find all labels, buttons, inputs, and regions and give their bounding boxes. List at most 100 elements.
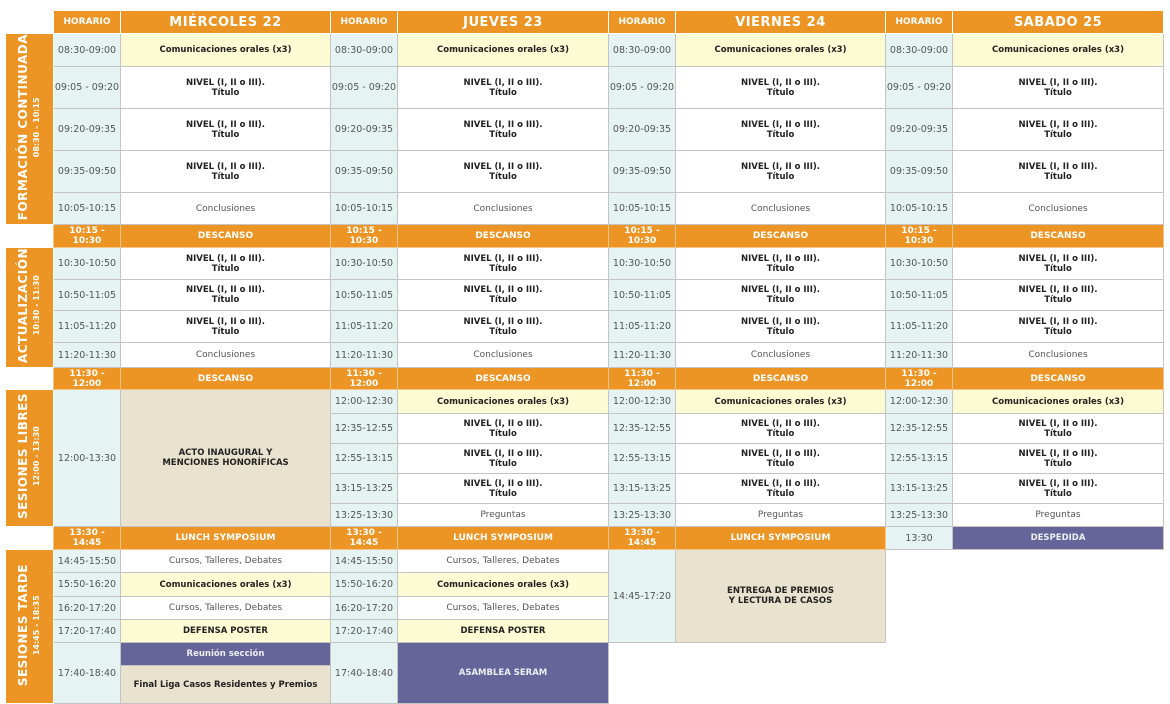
time-cell: 14:45-15:50 (330, 549, 398, 574)
section-title: SESIONES TARDE (15, 563, 30, 686)
time-cell: 13:25-13:30 (330, 503, 398, 528)
schedule-row: SESIONES TARDE 14:45 - 18:35 14:45-15:50 Cu… (5, 549, 1164, 704)
schedule-row: 15:50-16:20 Comunicaciones orales (x3) 15:… (6, 572, 1164, 598)
time-cell: 17:20-17:40 (330, 619, 398, 644)
section-label-text: SESIONES TARDE 14:45 - 18:35 (16, 564, 44, 686)
session-nivel: NIVEL (I, II o III). Título (952, 473, 1164, 505)
time-cell: 10:05-10:15 (885, 192, 953, 226)
schedule-row: 12:35-12:55 NIVEL (I, II o III). Título 12… (6, 413, 1164, 445)
session-beige: Final Liga Casos Residentes y Premios (120, 665, 331, 704)
schedule-table: HORARIO MIÉRCOLES 22 HORARIO JUEVES 23 HORAR… (5, 10, 1164, 704)
time-cell: 09:35-09:50 (330, 150, 398, 194)
session-plain: Preguntas (397, 503, 609, 528)
session-purple: ASAMBLEA SERAM (397, 642, 609, 704)
time-cell: 11:05-11:20 (885, 310, 953, 343)
session-plain: Preguntas (952, 503, 1164, 528)
schedule-row: 11:20-11:30 Conclusiones 11:20-11:30 Conclu… (6, 341, 1164, 369)
time-cell: 10:05-10:15 (330, 192, 398, 226)
session-brk: DESCANSO (397, 367, 609, 391)
time-cell: 10:50-11:05 (608, 278, 676, 312)
time-cell: 10:50-11:05 (53, 278, 121, 312)
session-comm: Comunicaciones orales (x3) (952, 389, 1164, 415)
time-cell: 10:30-10:50 (53, 247, 121, 280)
time-cell: 10:15 - 10:30 (608, 224, 676, 249)
horario-header: HORARIO (608, 10, 676, 34)
session-brk: DESCANSO (952, 224, 1164, 249)
schedule-row: 17:20-17:40 DEFENSA POSTER 17:20-17:40 DEFE… (6, 619, 1164, 644)
time-cell: 09:20-09:35 (330, 108, 398, 152)
day-header: MIÉRCOLES 22 (120, 10, 331, 34)
session-brk: LUNCH SYMPOSIUM (120, 526, 331, 551)
session-brk: DESCANSO (675, 367, 886, 391)
time-cell: 14:45-17:20 (608, 549, 676, 644)
section-time-range: 12:00 - 13:30 (31, 426, 41, 487)
time-cell: 11:20-11:30 (885, 341, 953, 369)
session-nivel: NIVEL (I, II o III). Título (397, 108, 609, 152)
session-nivel: NIVEL (I, II o III). Título (952, 108, 1164, 152)
time-cell: 14:45-15:50 (53, 549, 121, 574)
time-cell: 13:25-13:30 (608, 503, 676, 528)
session-brk: DESCANSO (397, 224, 609, 249)
time-cell: 11:30 - 12:00 (53, 367, 121, 391)
time-cell: 17:40-18:40 (53, 642, 121, 704)
session-nivel: NIVEL (I, II o III). Título (952, 310, 1164, 343)
schedule-row: 13:15-13:25 NIVEL (I, II o III). Título 13… (6, 473, 1164, 505)
time-cell: 08:30-09:00 (330, 32, 398, 68)
time-cell: 10:05-10:15 (608, 192, 676, 226)
section-time-range: 14:45 - 18:35 (31, 594, 41, 655)
section-label-text: ACTUALIZACIÓN 10:30 - 11:30 (16, 249, 44, 364)
time-cell: 11:05-11:20 (53, 310, 121, 343)
session-plain: Cursos, Talleres, Debates (397, 596, 609, 621)
time-cell: 16:20-17:20 (53, 596, 121, 621)
time-cell: 10:05-10:15 (53, 192, 121, 226)
time-cell: 10:30-10:50 (608, 247, 676, 280)
time-cell: 11:30 - 12:00 (330, 367, 398, 391)
time-cell: 08:30-09:00 (885, 32, 953, 68)
time-cell: 11:20-11:30 (608, 341, 676, 369)
time-cell: 09:35-09:50 (608, 150, 676, 194)
time-cell: 09:20-09:35 (53, 108, 121, 152)
session-comm: Comunicaciones orales (x3) (397, 32, 609, 68)
session-nivel: NIVEL (I, II o III). Título (952, 413, 1164, 445)
time-cell: 09:05 - 09:20 (608, 66, 676, 110)
session-plain: Preguntas (675, 503, 886, 528)
time-cell: 11:30 - 12:00 (885, 367, 953, 391)
session-nivel: NIVEL (I, II o III). Título (397, 66, 609, 110)
time-cell: 09:35-09:50 (885, 150, 953, 194)
session-plain: Conclusiones (120, 341, 331, 369)
section-time-range: 10:30 - 11:30 (31, 275, 41, 336)
session-plain: Conclusiones (952, 341, 1164, 369)
session-acto: ACTO INAUGURAL Y MENCIONES HONORÍFICAS (120, 389, 331, 528)
section-label: ACTUALIZACIÓN 10:30 - 11:30 (5, 247, 54, 369)
session-beige: ENTREGA DE PREMIOS Y LECTURA DE CASOS (675, 549, 886, 644)
section-gap (5, 367, 54, 390)
schedule-row: 12:55-13:15 NIVEL (I, II o III). Título 12… (6, 443, 1164, 475)
session-nivel: NIVEL (I, II o III). Título (397, 150, 609, 194)
schedule-row: FORMACIÓN CONTINUADA 08:30 - 10:15 08:30-0… (5, 32, 1164, 226)
session-comm: Comunicaciones orales (x3) (120, 572, 331, 598)
time-cell: 12:35-12:55 (330, 413, 398, 445)
session-plain: Cursos, Talleres, Debates (397, 549, 609, 574)
session-nivel: NIVEL (I, II o III). Título (675, 310, 886, 343)
session-nivel: NIVEL (I, II o III). Título (675, 473, 886, 505)
time-cell: 13:15-13:25 (608, 473, 676, 505)
schedule-row: ACTUALIZACIÓN 10:30 - 11:30 10:30-10:50 NIV… (5, 247, 1164, 369)
session-nivel: NIVEL (I, II o III). Título (675, 247, 886, 280)
session-nivel: NIVEL (I, II o III). Título (120, 247, 331, 280)
section-time-range: 08:30 - 10:15 (31, 97, 41, 158)
schedule-row: 11:05-11:20 NIVEL (I, II o III). Título 11… (6, 310, 1164, 343)
time-cell: 15:50-16:20 (53, 572, 121, 598)
time-cell: 12:00-12:30 (330, 389, 398, 415)
time-cell: 13:30 - 14:45 (330, 526, 398, 551)
session-comm: Comunicaciones orales (x3) (952, 32, 1164, 68)
time-cell: 13:30 - 14:45 (608, 526, 676, 551)
session-nivel: NIVEL (I, II o III). Título (120, 310, 331, 343)
session-nivel: NIVEL (I, II o III). Título (397, 247, 609, 280)
session-comm: Comunicaciones orales (x3) (397, 389, 609, 415)
time-cell: 15:50-16:20 (330, 572, 398, 598)
time-cell: 09:35-09:50 (53, 150, 121, 194)
time-cell: 12:35-12:55 (885, 413, 953, 445)
session-nivel: NIVEL (I, II o III). Título (397, 310, 609, 343)
time-cell: 12:55-13:15 (885, 443, 953, 475)
time-cell: 08:30-09:00 (608, 32, 676, 68)
